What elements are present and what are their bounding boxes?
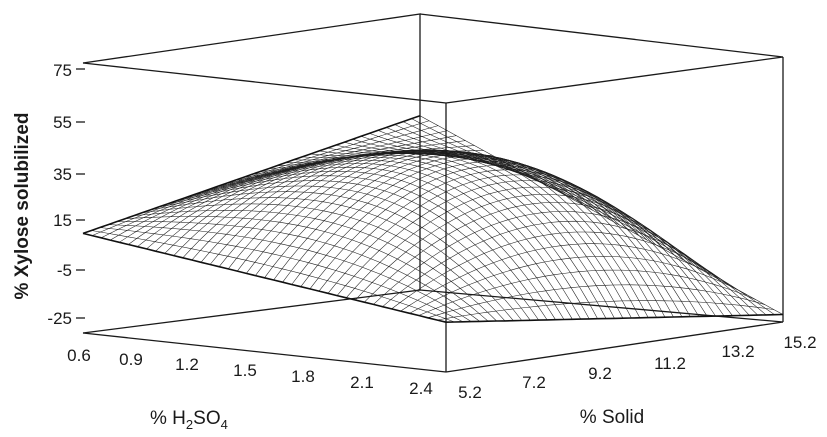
z-axis-title: % Xylose solubilized <box>12 113 33 300</box>
surface-edge-back-left <box>82 114 421 235</box>
surface-mesh-line <box>133 210 497 322</box>
surface-mesh-line <box>273 153 611 281</box>
box-back-top-edge <box>419 13 784 58</box>
surface-mesh-line <box>141 203 506 322</box>
surface-mesh-line <box>418 269 756 316</box>
surface-mesh-line <box>150 197 514 321</box>
z-tick-label: 35 <box>53 165 72 184</box>
z-tick-label: 15 <box>53 211 72 230</box>
surface-mesh-line <box>167 185 531 321</box>
box-floor-front-right-edge <box>445 321 784 373</box>
surface-mesh-line <box>282 155 620 283</box>
x-tick-label: 0.6 <box>67 346 91 365</box>
surface-mesh-line <box>411 118 775 315</box>
surface-mesh-line <box>91 230 455 323</box>
surface-mesh-line <box>355 194 693 301</box>
z-tick-label: -25 <box>47 309 72 328</box>
surface-mesh-line <box>369 133 733 316</box>
surface-mesh-line <box>234 155 598 319</box>
surface-mesh-line <box>402 121 767 316</box>
surface-mesh-line <box>335 144 700 317</box>
surface-edge-front-right <box>445 313 784 323</box>
z-tick-label: 55 <box>53 113 72 132</box>
surface-mesh-line <box>364 202 702 303</box>
surface-mesh-line <box>251 151 615 319</box>
y-tick-label: 5.2 <box>458 383 482 402</box>
x-tick-label: 1.2 <box>175 355 199 374</box>
surface-mesh-line <box>327 147 691 317</box>
y-tick-label: 13.2 <box>721 342 754 361</box>
x-tick-label: 2.4 <box>409 379 433 398</box>
surface-mesh-line <box>310 151 674 318</box>
surface-mesh-line <box>209 163 573 320</box>
y-axis-title: % Solid <box>580 407 644 428</box>
surface-mesh-line <box>293 150 657 318</box>
x-tick-label: 1.8 <box>291 367 315 386</box>
surface-mesh-line <box>217 160 582 320</box>
surface-mesh-line <box>419 115 784 315</box>
z-tick-label: -5 <box>57 261 72 280</box>
y-tick-label: 11.2 <box>654 354 686 373</box>
surface-mesh-line <box>377 130 742 316</box>
box-floor-front-left-edge <box>82 332 447 373</box>
surface-mesh-line <box>344 141 708 317</box>
z-axis-ticks <box>76 68 85 319</box>
y-tick-label: 9.2 <box>588 364 612 383</box>
x-tick-label: 0.9 <box>119 350 143 369</box>
surface-mesh-line <box>99 227 464 323</box>
y-tick-label: 7.2 <box>522 373 546 392</box>
surface-mesh-line <box>209 150 548 265</box>
surface-mesh-line <box>318 150 683 317</box>
box-top-front-right-edge <box>445 56 784 104</box>
z-tick-label: 75 <box>53 61 72 80</box>
surface-mesh-line <box>158 191 523 321</box>
surface-mesh-line <box>175 180 539 321</box>
surface-mesh-line <box>200 166 565 320</box>
surface-mesh-line <box>302 150 666 318</box>
surface-mesh-line <box>192 170 556 320</box>
surface-mesh-line <box>226 157 590 320</box>
surface-mesh-line <box>360 136 725 317</box>
x-axis-title: % H2SO4 <box>150 408 228 432</box>
surface-mesh-line <box>184 175 548 321</box>
x-tick-label: 1.5 <box>233 361 257 380</box>
surface-mesh-line <box>108 224 472 322</box>
y-tick-label: 15.2 <box>783 333 816 352</box>
x-tick-label: 2.1 <box>350 373 374 392</box>
surface-mesh-line <box>125 216 489 322</box>
surface-mesh-line <box>352 138 716 317</box>
surface-mesh-line <box>116 221 480 322</box>
response-surface <box>82 114 784 323</box>
surface-edge-front-left <box>82 232 447 323</box>
box-top-front-left-edge <box>82 62 447 104</box>
surface-mesh-line <box>327 174 666 294</box>
